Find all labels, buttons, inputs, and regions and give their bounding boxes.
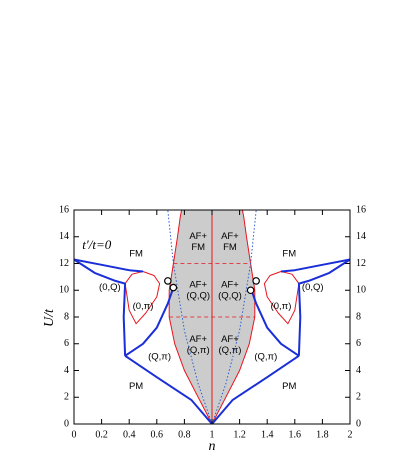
phase-label: AF+	[189, 334, 207, 345]
x-tick-label: 1.6	[289, 429, 302, 440]
phase-label: (Q,π)	[218, 345, 241, 356]
x-tick-label: 1.4	[261, 429, 274, 440]
y-tick-label: 8	[64, 311, 69, 322]
phase-label: (Q,π)	[187, 345, 210, 356]
phase-label: AF+	[221, 279, 239, 290]
y-tick-label: 4	[64, 365, 69, 376]
phase-boundary	[167, 209, 213, 425]
phase-label: AF+	[189, 231, 207, 242]
phase-boundary	[280, 258, 351, 273]
y-tick-label: 10	[59, 285, 69, 296]
phase-label: (Q,Q)	[218, 290, 242, 301]
phase-boundary	[211, 354, 300, 425]
phase-label: FM	[282, 249, 296, 260]
phase-boundary	[124, 271, 161, 325]
phase-boundary	[124, 287, 175, 357]
phase-boundary	[297, 258, 351, 356]
phase-label: (Q,π)	[254, 352, 277, 363]
y-tick-label: 12	[59, 258, 69, 269]
y2-tick-label: 14	[356, 231, 366, 242]
phase-boundary	[211, 209, 257, 425]
marker	[169, 283, 178, 292]
x-tick-label: 1	[210, 429, 215, 440]
phase-label: (Q,Q)	[186, 290, 210, 301]
y-tick-label: 6	[64, 338, 69, 349]
phase-label: AF+	[221, 334, 239, 345]
y-tick-label: 0	[64, 418, 69, 429]
y-tick-label: 14	[59, 231, 69, 242]
phase-label: (0,Q)	[302, 282, 324, 293]
phase-boundary	[73, 258, 144, 273]
phase-label: (Q,π)	[148, 352, 171, 363]
phase-label: FM	[191, 242, 205, 253]
x-tick-label: 1.2	[233, 429, 246, 440]
phase-boundary	[73, 258, 127, 356]
x-tick-label: 1.8	[316, 429, 329, 440]
y-axis-label: U/t	[42, 308, 57, 327]
phase-label: FM	[223, 242, 237, 253]
x-tick-label: 0.4	[123, 429, 136, 440]
phase-label: PM	[282, 381, 296, 392]
y2-tick-label: 2	[356, 392, 361, 403]
y-tick-label: 2	[64, 392, 69, 403]
phase-label: AF+	[221, 231, 239, 242]
x-tick-label: 0.6	[151, 429, 164, 440]
phase-label: t′/t=0	[82, 237, 111, 252]
phase-label: PM	[129, 381, 143, 392]
x-tick-label: 0	[72, 429, 77, 440]
phase-boundary	[263, 271, 300, 325]
x-tick-label: 0.2	[95, 429, 108, 440]
marker	[164, 277, 172, 285]
phase-label: (0,π)	[271, 301, 292, 312]
x-tick-label: 0.8	[178, 429, 191, 440]
marker	[246, 286, 255, 295]
y2-tick-label: 16	[356, 204, 366, 215]
phase-boundary	[124, 354, 213, 425]
y2-tick-label: 8	[356, 311, 361, 322]
y2-tick-label: 12	[356, 258, 366, 269]
phase-label: (0,π)	[133, 301, 154, 312]
y2-tick-label: 6	[356, 338, 361, 349]
y2-tick-label: 10	[356, 285, 366, 296]
marker	[252, 277, 260, 285]
phase-label: AF+	[189, 279, 207, 290]
y-tick-label: 16	[59, 204, 69, 215]
phase-label: (0,Q)	[99, 282, 121, 293]
y2-tick-label: 0	[356, 418, 361, 429]
y2-tick-label: 4	[356, 365, 361, 376]
x-axis-label: n	[209, 439, 216, 454]
phase-label: FM	[129, 249, 143, 260]
x-tick-label: 2	[348, 429, 353, 440]
phase-boundary	[249, 287, 300, 357]
